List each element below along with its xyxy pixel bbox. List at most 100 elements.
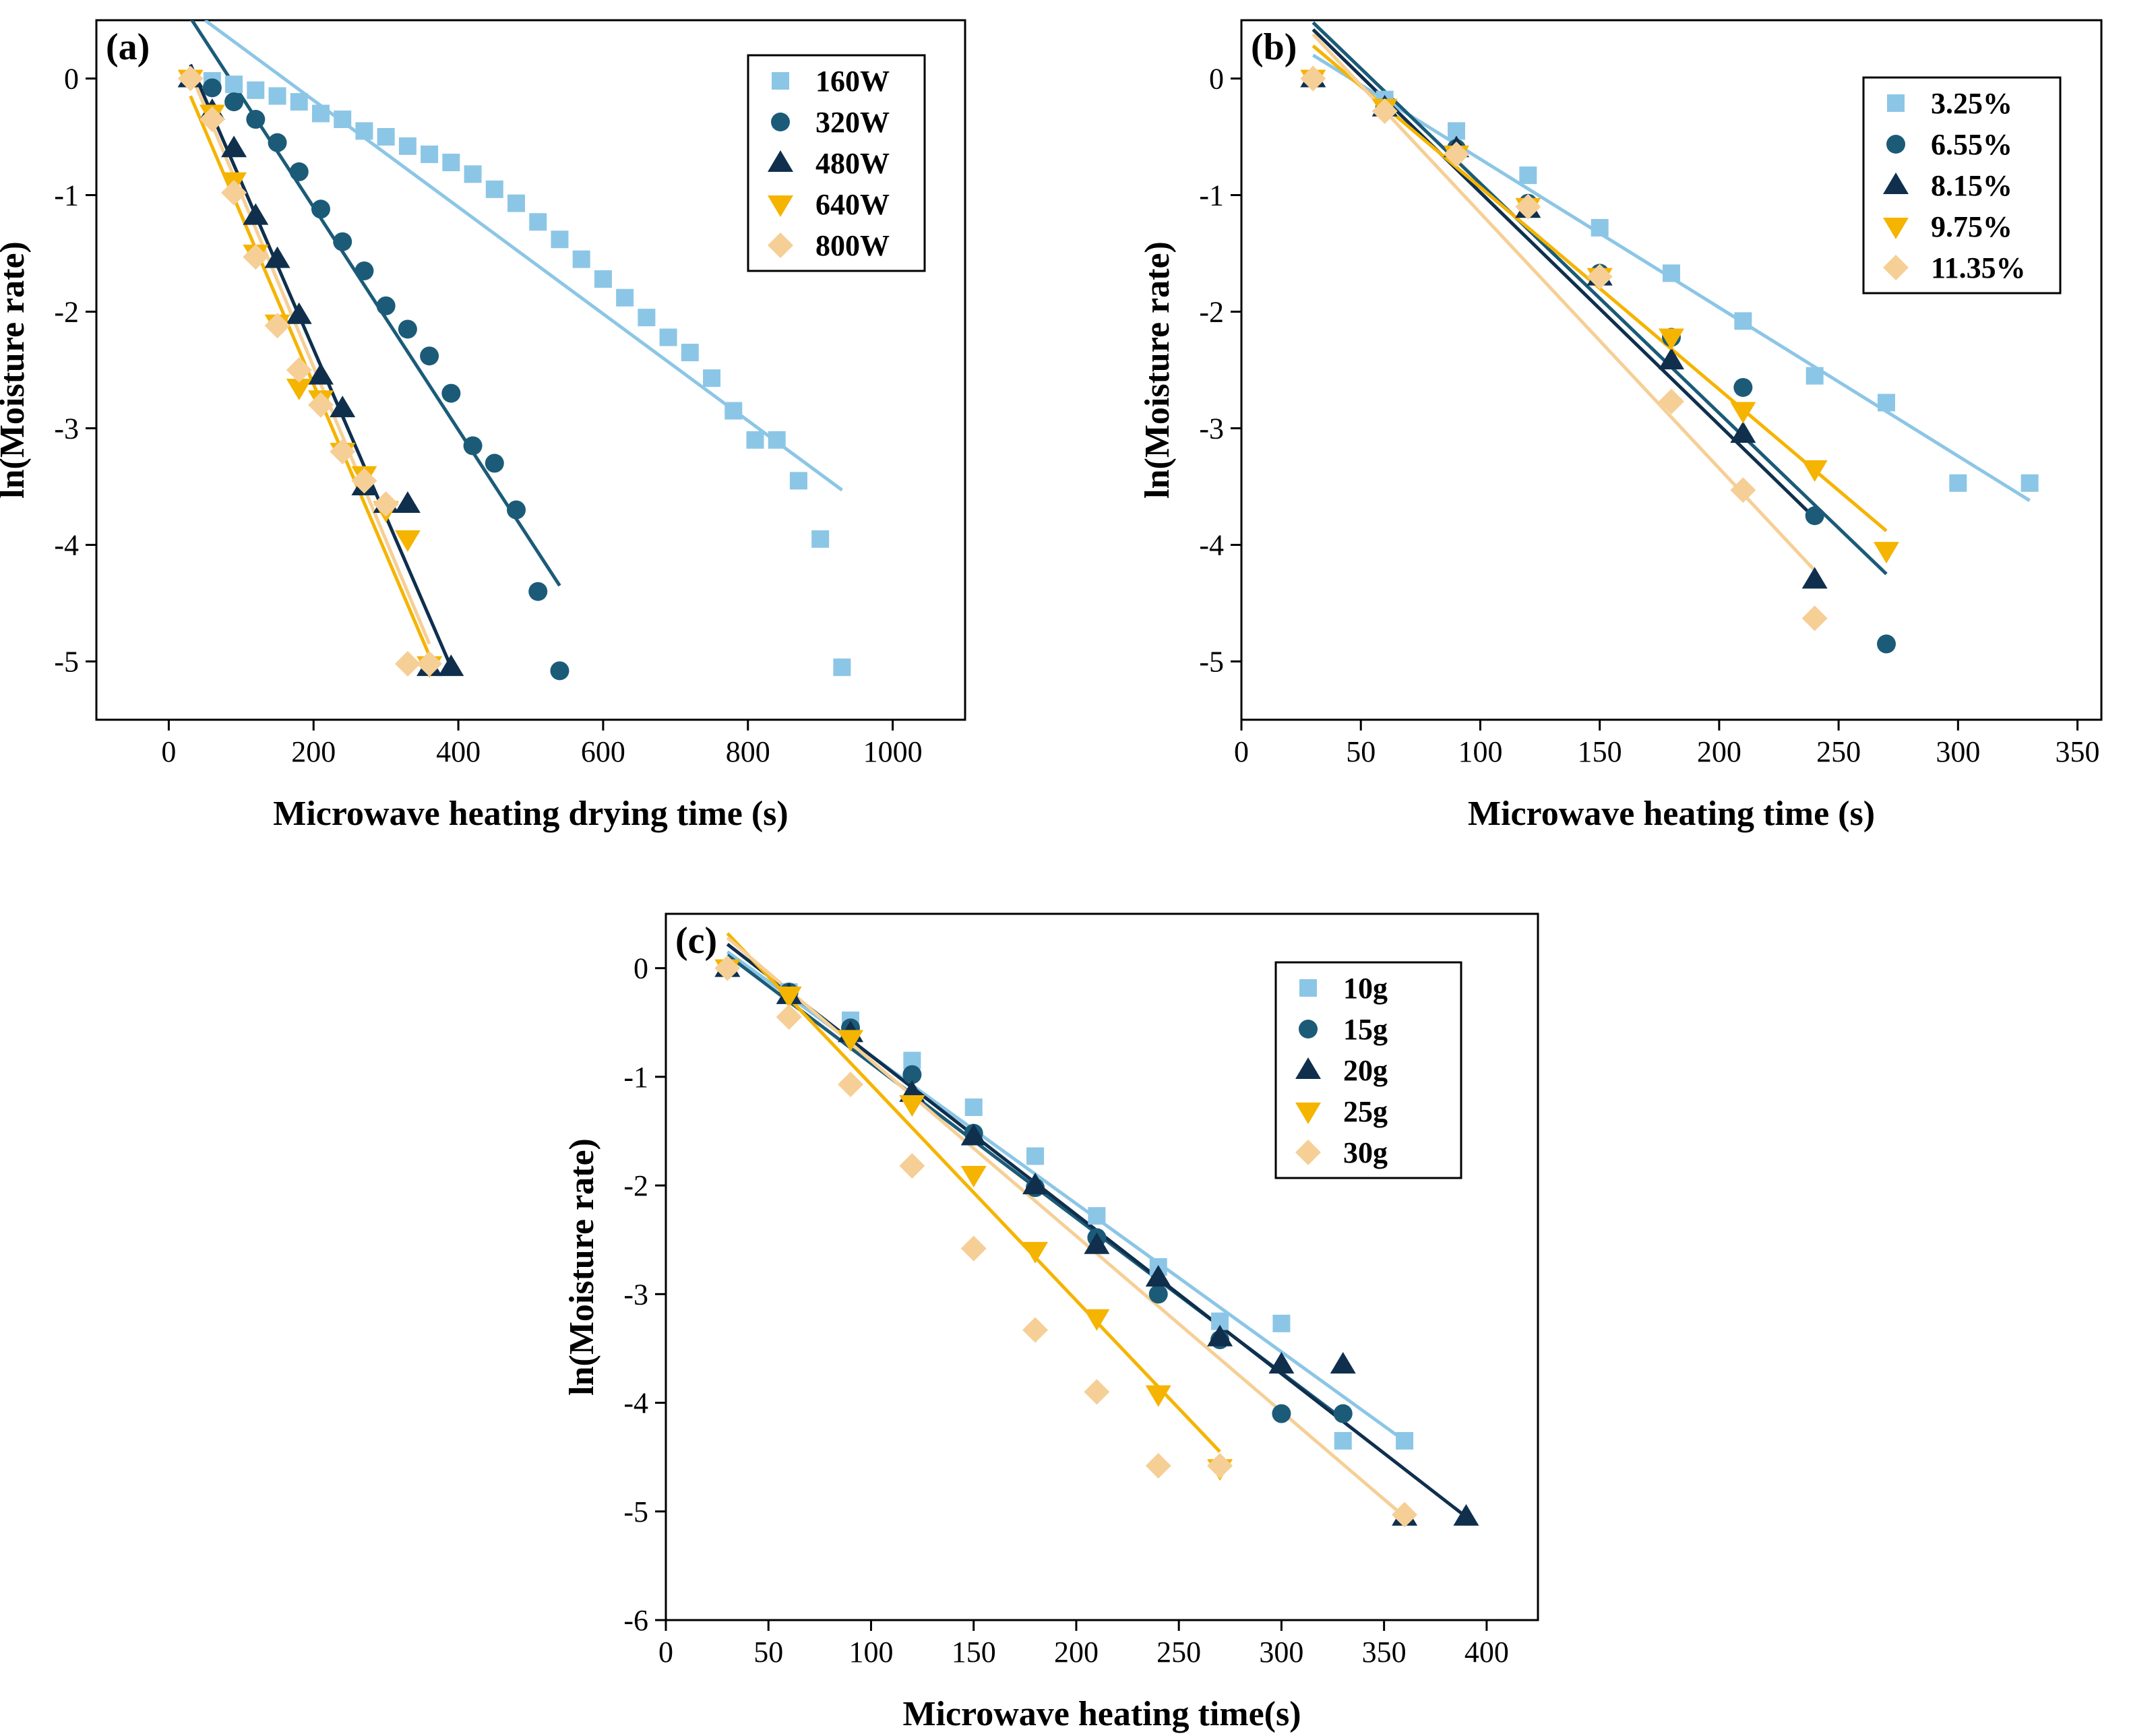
data-point	[246, 110, 266, 129]
legend-marker-8-15	[1883, 173, 1909, 194]
y-tick-label: 0	[64, 63, 79, 96]
legend-marker-320w	[771, 113, 790, 131]
legend-marker-3-25	[1887, 94, 1905, 112]
legend-item: 480W	[768, 147, 890, 180]
data-point	[416, 650, 443, 677]
x-tick-label: 300	[1936, 735, 1980, 768]
data-point	[960, 1123, 987, 1146]
data-point	[1022, 1173, 1049, 1195]
x-tick-label: 0	[161, 735, 176, 768]
x-tick-label: 100	[848, 1636, 893, 1669]
data-point	[1084, 1309, 1110, 1331]
y-tick-label: -5	[54, 646, 79, 679]
points-800w	[177, 65, 443, 677]
data-point	[225, 75, 243, 94]
data-point	[768, 431, 786, 449]
data-point	[1801, 567, 1828, 589]
data-point	[286, 357, 312, 383]
panel-label: (c)	[675, 920, 717, 962]
data-point	[899, 1095, 925, 1117]
fit-line-25g	[726, 932, 1221, 1453]
plot-area	[714, 932, 1479, 1528]
data-point	[1334, 1431, 1352, 1450]
legend-marker-6-55	[1886, 135, 1905, 154]
data-point	[268, 87, 286, 105]
legend-marker-15g	[1299, 1020, 1318, 1038]
data-point	[681, 344, 699, 362]
y-tick-label: -5	[1199, 646, 1224, 679]
x-tick-label: 350	[2056, 735, 2100, 768]
y-axis-title: ln(Moisture rate)	[563, 1138, 601, 1396]
data-point	[221, 180, 247, 206]
y-tick-label: -3	[54, 412, 79, 445]
data-point	[355, 122, 373, 140]
legend-item: 8.15%	[1883, 169, 2012, 202]
x-tick-label: 400	[1464, 1636, 1509, 1669]
data-point	[442, 154, 460, 172]
data-point	[1272, 1314, 1291, 1332]
legend-label: 6.55%	[1931, 128, 2012, 161]
data-point	[1801, 460, 1828, 483]
data-point	[311, 104, 330, 123]
data-point	[1877, 634, 1896, 654]
data-point	[485, 454, 504, 473]
data-point	[594, 270, 612, 288]
legend-marker-640w	[768, 195, 793, 217]
data-point	[1591, 218, 1609, 237]
panel-label: (a)	[106, 26, 150, 68]
x-axis-title: Microwave heating drying time (s)	[273, 795, 788, 833]
data-point	[1659, 328, 1684, 350]
y-tick-label: -2	[1199, 296, 1224, 329]
data-point	[221, 135, 247, 158]
data-point	[289, 162, 309, 181]
data-point	[550, 661, 569, 681]
x-tick-label: 50	[753, 1636, 783, 1669]
plot-frame	[1240, 19, 2103, 721]
x-tick-label: 50	[1346, 735, 1376, 768]
fit-line-11-35	[1312, 33, 1816, 572]
data-point	[1730, 402, 1756, 424]
legend-label: 320W	[815, 106, 890, 139]
data-point	[376, 296, 396, 315]
data-point	[330, 396, 356, 418]
data-point	[776, 986, 802, 1008]
legend-marker-30g	[1295, 1140, 1321, 1165]
plot-area	[177, 20, 851, 681]
data-point	[1022, 1241, 1049, 1264]
fit-line-6-55	[1312, 21, 1888, 576]
legend-item: 11.35%	[1883, 251, 2026, 284]
points-30g	[714, 955, 1418, 1528]
legend: 10g 15g 20g 25g 30g	[1274, 961, 1462, 1179]
x-tick-label: 200	[291, 735, 336, 768]
data-point	[1300, 65, 1326, 92]
data-point	[243, 244, 269, 270]
points-320w	[181, 69, 569, 681]
data-point	[1145, 1265, 1171, 1287]
legend-label: 30g	[1343, 1136, 1388, 1169]
data-point	[373, 491, 399, 517]
data-point	[394, 491, 421, 513]
data-point	[1949, 474, 1967, 492]
y-tick-label: -6	[623, 1604, 648, 1637]
x-tick-label: 150	[952, 1636, 996, 1669]
data-point	[1730, 477, 1756, 503]
data-point	[703, 369, 721, 388]
x-tick-label: 100	[1458, 735, 1502, 768]
panel-label: (b)	[1251, 26, 1297, 68]
data-point	[1801, 605, 1828, 631]
series-160w	[204, 20, 843, 492]
legend-marker-20g	[1295, 1057, 1321, 1079]
legend-label: 800W	[815, 229, 890, 262]
x-tick-label: 800	[726, 735, 770, 768]
legend-marker-11-35	[1883, 255, 1909, 280]
data-point	[714, 955, 741, 981]
data-point	[1734, 312, 1752, 330]
data-point	[1444, 141, 1469, 167]
data-point	[307, 392, 334, 418]
x-tick-label: 1000	[863, 735, 923, 768]
x-axis-title: Microwave heating time (s)	[1468, 795, 1875, 833]
x-tick-label: 350	[1362, 1636, 1407, 1669]
legend-item: 30g	[1295, 1136, 1388, 1169]
data-point	[507, 194, 526, 212]
